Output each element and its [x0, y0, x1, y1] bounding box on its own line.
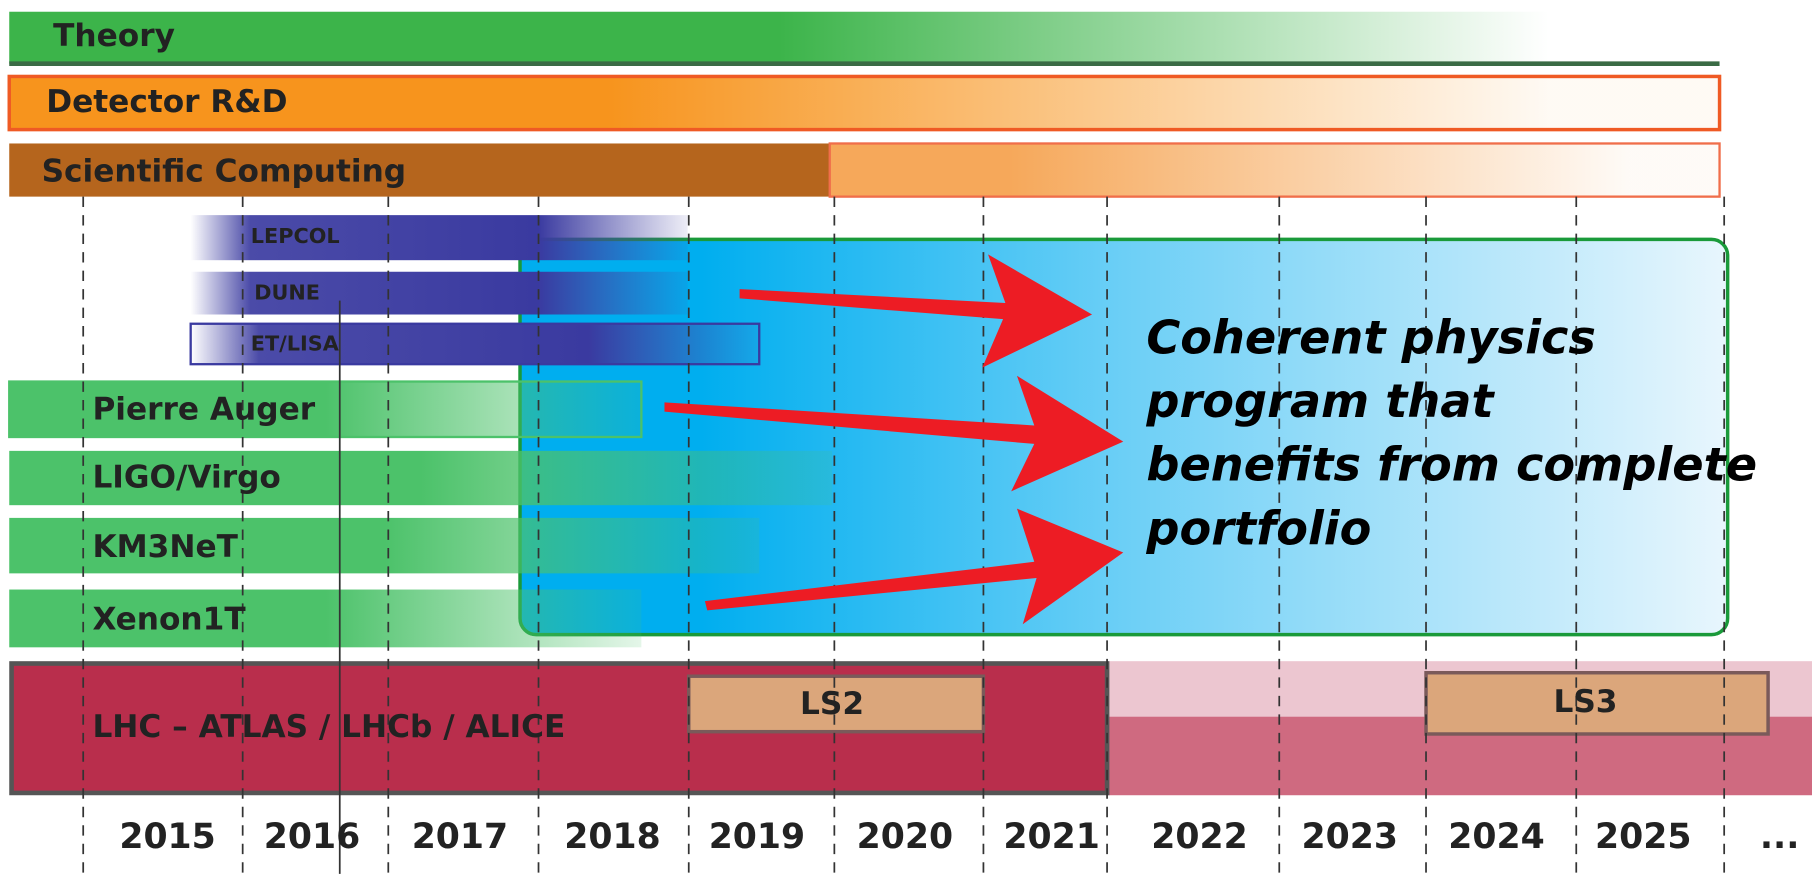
bar-label: Theory: [53, 18, 175, 54]
bar-label: Detector R&D: [46, 84, 287, 120]
km3net-bar: [9, 517, 760, 574]
computing-bar: [9, 143, 830, 197]
detector-bar: [7, 74, 1722, 132]
year-label: 2018: [564, 817, 660, 857]
arrows: [664, 254, 1124, 625]
bar-label: Xenon1T: [92, 602, 246, 638]
year-label: 2017: [412, 817, 508, 857]
ls2-box: [687, 674, 986, 734]
callout-text: program that: [1145, 374, 1495, 428]
year-label: 2024: [1448, 817, 1544, 857]
year-label: 2016: [264, 817, 360, 857]
ls3-box: [1424, 671, 1770, 736]
bar-label: LHC – ATLAS / LHCb / ALICE: [92, 709, 565, 745]
year-label: 2023: [1302, 817, 1398, 857]
year-label: 2022: [1151, 817, 1247, 857]
callout-text: Coherent physics: [1146, 311, 1596, 365]
bar-label: Scientific Computing: [42, 153, 407, 189]
year-label: ...: [1760, 817, 1800, 857]
year-label: 2019: [709, 817, 805, 857]
year-label: 2025: [1595, 817, 1691, 857]
dune-bar: [190, 271, 688, 315]
auger-bar: [8, 380, 643, 439]
callout-text: portfolio: [1145, 501, 1371, 555]
year-label: 2015: [119, 817, 215, 857]
bar-label: LEPCOL: [251, 224, 340, 248]
year-label: 2020: [857, 817, 953, 857]
computing-bar-future: [828, 142, 1721, 198]
year-label: 2021: [1003, 817, 1099, 857]
bar-label: LIGO/Virgo: [92, 460, 280, 496]
lepcol-bar: [190, 215, 688, 261]
bar-label: ET/LISA: [251, 332, 339, 356]
bar-label: DUNE: [254, 281, 320, 305]
shutdown-label: LS3: [1553, 684, 1617, 720]
shutdown-label: LS2: [800, 686, 864, 722]
bar-label: Pierre Auger: [92, 391, 315, 427]
ligo-bar: [9, 450, 833, 506]
callout-text: benefits from complete: [1146, 438, 1757, 492]
bar-label: KM3NeT: [92, 529, 238, 565]
xenon-bar: [9, 589, 642, 648]
theory-bar: [9, 11, 1720, 64]
etlisa-bar: [189, 322, 761, 366]
